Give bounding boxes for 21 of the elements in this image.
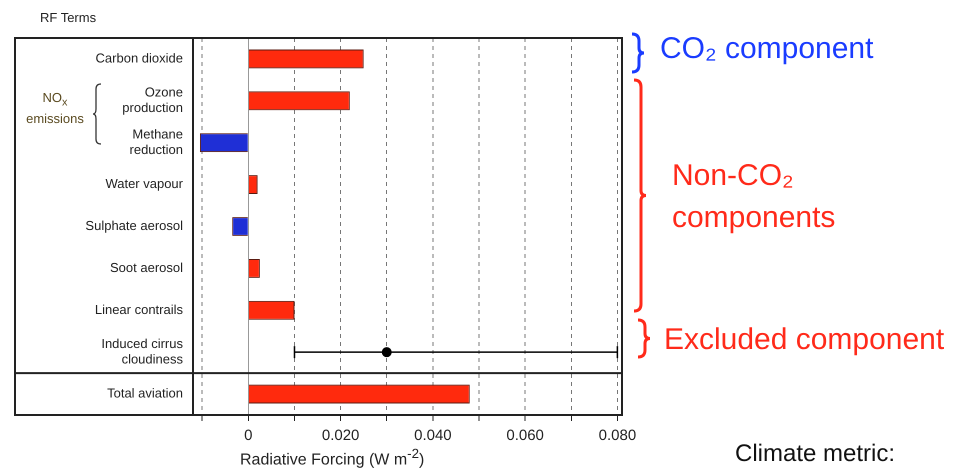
y-tick-label: Sulphate aerosol [85,218,184,234]
text: Non-CO₂ components [672,158,836,236]
y-tick-label: Linear contrails [94,302,184,317]
y-tick-label: Soot aerosol [110,260,184,275]
x-tick-label: 0.060 [506,427,544,444]
y-tick-label: Methane reduction [130,126,183,158]
y-tick-label: Ozone production [122,84,183,116]
x-tick-label: 0 [244,427,253,444]
x-axis-title: Radiative Forcing (W m$^{-2}$) [240,446,424,470]
text: Excluded component [664,323,944,357]
y-tick-label: Carbon dioxide [96,50,183,66]
y-tick-label: Total aviation [107,386,183,401]
y-tick-label: Induced cirrus cloudiness [101,336,184,367]
y-tick-label: Water vapour [105,176,184,192]
text: Climate metric: [735,440,896,468]
x-tick-label: 0.040 [414,427,452,444]
x-tick-label: 0.020 [322,427,360,444]
text: CO₂ component [660,32,874,66]
x-tick-label: 0.080 [598,427,636,444]
text: RF Terms [40,10,96,25]
text: NO$_{x}$ emissions [25,90,85,127]
